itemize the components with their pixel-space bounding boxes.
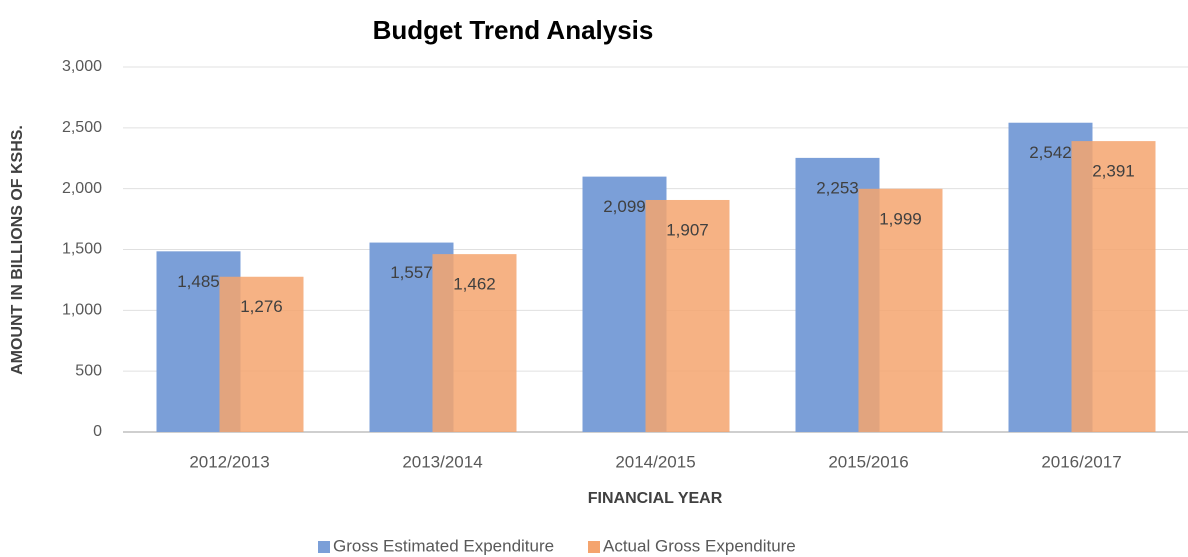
x-tick-label: 2015/2016 bbox=[828, 452, 908, 471]
y-tick-label: 2,500 bbox=[62, 119, 102, 136]
data-label: 1,999 bbox=[879, 209, 922, 228]
legend-swatch bbox=[588, 541, 600, 553]
bar bbox=[432, 254, 517, 432]
bar bbox=[1071, 141, 1156, 432]
data-label: 2,099 bbox=[603, 197, 646, 216]
x-tick-label: 2013/2014 bbox=[402, 452, 482, 471]
data-label: 2,253 bbox=[816, 178, 859, 197]
y-tick-label: 1,000 bbox=[62, 302, 102, 319]
y-tick-label: 2,000 bbox=[62, 180, 102, 197]
x-axis-title: FINANCIAL YEAR bbox=[588, 490, 723, 507]
y-tick-label: 0 bbox=[93, 423, 102, 440]
bar bbox=[219, 276, 304, 432]
y-tick-label: 1,500 bbox=[62, 241, 102, 258]
data-label: 1,907 bbox=[666, 220, 709, 239]
legend-swatch bbox=[318, 541, 330, 553]
data-label: 1,557 bbox=[390, 263, 433, 282]
x-tick-label: 2016/2017 bbox=[1041, 452, 1121, 471]
data-label: 1,485 bbox=[177, 272, 220, 291]
data-label: 1,462 bbox=[453, 275, 496, 294]
chart-title: Budget Trend Analysis bbox=[373, 15, 654, 45]
y-tick-label: 3,000 bbox=[62, 58, 102, 75]
legend-label: Gross Estimated Expenditure bbox=[333, 536, 554, 555]
data-label: 2,542 bbox=[1029, 143, 1072, 162]
legend-label: Actual Gross Expenditure bbox=[603, 536, 796, 555]
data-label: 1,276 bbox=[240, 297, 283, 316]
x-tick-label: 2012/2013 bbox=[189, 452, 269, 471]
y-axis-title: AMOUNT IN BILLIONS OF KSHS. bbox=[9, 125, 26, 375]
data-label: 2,391 bbox=[1092, 162, 1135, 181]
bar bbox=[858, 188, 943, 432]
bar bbox=[645, 199, 730, 432]
y-tick-label: 500 bbox=[75, 362, 102, 379]
x-tick-label: 2014/2015 bbox=[615, 452, 695, 471]
